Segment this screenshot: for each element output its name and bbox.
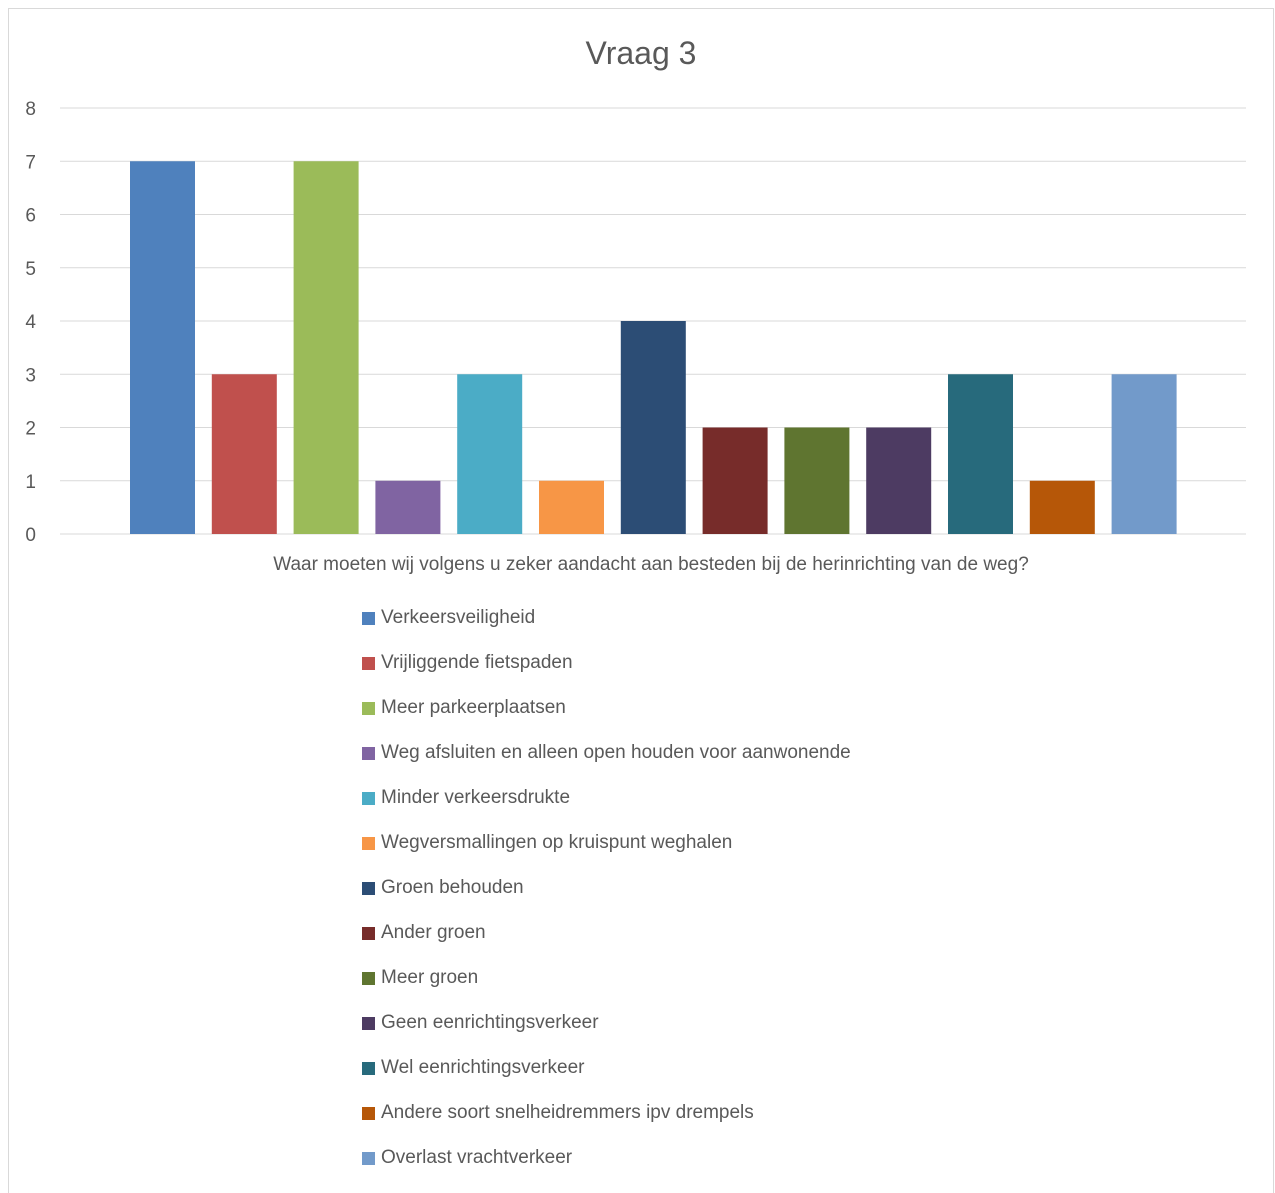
legend-label: Wegversmallingen op kruispunt weghalen — [381, 832, 733, 853]
legend-label: Meer groen — [381, 967, 479, 988]
legend-swatch — [362, 971, 375, 985]
legend-swatch — [362, 1016, 375, 1030]
bar — [866, 427, 932, 534]
bar — [784, 427, 850, 534]
legend-item: Groen behouden — [362, 874, 524, 902]
bar — [1029, 480, 1095, 534]
bar — [375, 480, 441, 534]
legend-item: Wegversmallingen op kruispunt weghalen — [362, 829, 732, 857]
legend-label: Groen behouden — [381, 877, 524, 898]
y-tick-label: 4 — [25, 312, 36, 333]
legend-item: Verkeersveiligheid — [362, 604, 535, 632]
bar — [1111, 374, 1177, 534]
legend-swatch — [362, 656, 375, 670]
y-tick-label: 3 — [25, 365, 36, 386]
legend-swatch — [362, 926, 375, 940]
legend-item: Ander groen — [362, 919, 486, 947]
bar — [293, 161, 359, 534]
bars — [130, 161, 1177, 534]
legend-label: Verkeersveiligheid — [381, 607, 536, 628]
legend-swatch — [362, 836, 375, 850]
legend-swatch — [362, 1061, 375, 1075]
bar — [211, 374, 277, 534]
legend-label: Weg afsluiten en alleen open houden voor… — [381, 742, 851, 763]
y-axis-ticks: 0 1 2 3 4 5 6 7 8 — [25, 99, 36, 546]
legend-item: Meer parkeerplaatsen — [362, 694, 566, 722]
legend-swatch — [362, 746, 375, 760]
y-tick-label: 0 — [25, 525, 36, 546]
y-tick-label: 2 — [25, 419, 36, 440]
legend-item: Geen eenrichtingsverkeer — [362, 1009, 599, 1037]
bar — [130, 161, 195, 534]
legend-label: Wel eenrichtingsverkeer — [381, 1057, 585, 1078]
legend-label: Vrijliggende fietspaden — [381, 652, 573, 673]
legend-swatch — [362, 791, 375, 805]
chart-title: Vraag 3 — [586, 35, 697, 71]
legend-swatch — [362, 1151, 375, 1165]
legend-item: Vrijliggende fietspaden — [362, 649, 573, 677]
legend-item: Minder verkeersdrukte — [362, 784, 570, 812]
legend-label: Ander groen — [381, 922, 486, 943]
bar — [457, 374, 523, 534]
y-tick-label: 5 — [25, 259, 36, 280]
bar — [620, 321, 686, 534]
legend-label: Minder verkeersdrukte — [381, 787, 571, 808]
x-axis-label: Waar moeten wij volgens u zeker aandacht… — [273, 554, 1029, 575]
legend-swatch — [362, 611, 375, 625]
legend-item: Overlast vrachtverkeer — [362, 1144, 572, 1172]
y-tick-label: 6 — [25, 206, 36, 227]
legend-item: Meer groen — [362, 964, 478, 992]
legend-swatch — [362, 1106, 375, 1120]
legend-label: Overlast vrachtverkeer — [381, 1147, 573, 1168]
y-tick-label: 8 — [25, 99, 36, 120]
chart-frame — [8, 8, 1274, 1193]
legend-label: Geen eenrichtingsverkeer — [381, 1012, 599, 1033]
legend-item: Wel eenrichtingsverkeer — [362, 1054, 584, 1082]
legend-item: Weg afsluiten en alleen open houden voor… — [362, 739, 851, 767]
y-tick-label: 7 — [25, 152, 36, 173]
legend-swatch — [362, 881, 375, 895]
bar — [948, 374, 1013, 534]
legend-label: Meer parkeerplaatsen — [381, 697, 566, 718]
bar — [702, 427, 768, 534]
y-tick-label: 1 — [25, 472, 36, 493]
bar — [539, 480, 604, 534]
legend-item: Andere soort snelheidremmers ipv drempel… — [362, 1099, 754, 1127]
legend-label: Andere soort snelheidremmers ipv drempel… — [381, 1102, 754, 1123]
legend-swatch — [362, 701, 375, 715]
